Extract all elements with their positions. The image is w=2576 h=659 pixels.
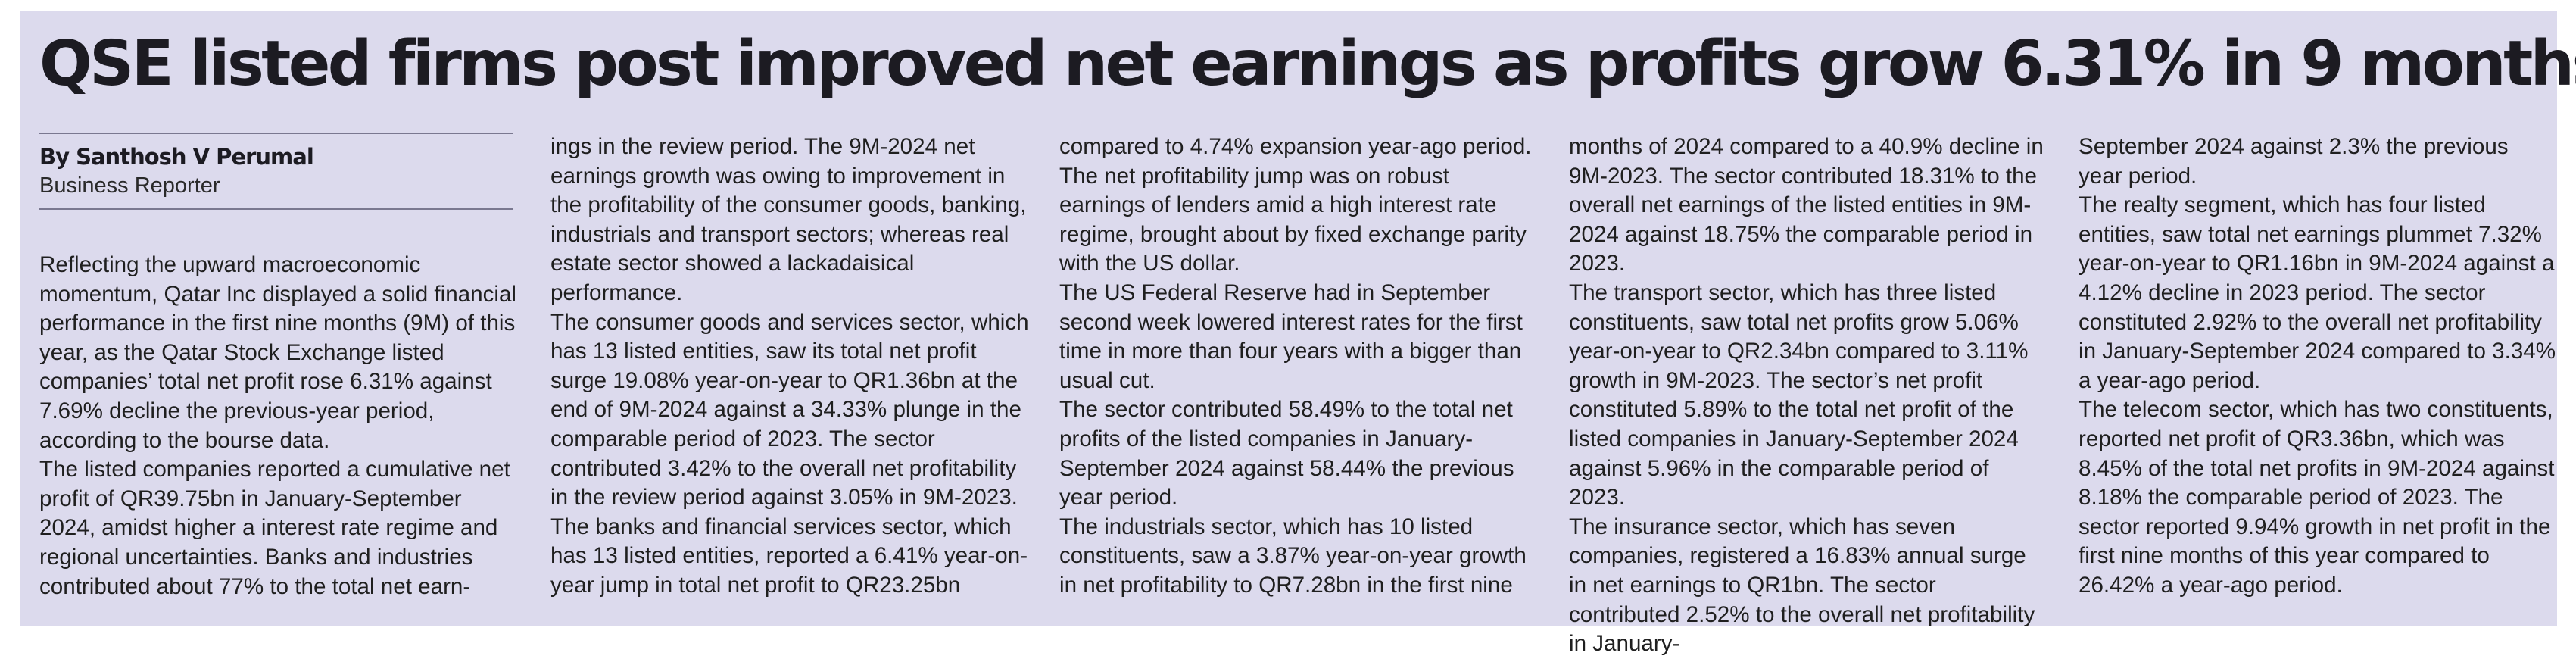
paragraph: The telecom sector, which has two consti… bbox=[2079, 397, 2555, 598]
paragraph: compared to 4.74% expansion year-ago per… bbox=[1059, 134, 1532, 276]
article-column-2: ings in the review period. The 9M-2024 n… bbox=[550, 133, 1029, 601]
article-column-4: months of 2024 compared to a 40.9% decli… bbox=[1569, 133, 2047, 659]
author-name: By Santhosh V Perumal bbox=[39, 144, 314, 170]
author-role: Business Reporter bbox=[39, 173, 220, 198]
paragraph: The realty segment, which has four liste… bbox=[2079, 192, 2556, 393]
paragraph: The US Federal Reserve had in September … bbox=[1059, 280, 1523, 393]
paragraph: The transport sector, which has three li… bbox=[1569, 280, 2029, 511]
paragraph: The listed companies reported a cumulati… bbox=[39, 457, 510, 599]
headline: QSE listed firms post improved net earni… bbox=[39, 28, 2576, 100]
paragraph: September 2024 against 2.3% the previous… bbox=[2079, 134, 2509, 189]
paragraph: The banks and financial services sector,… bbox=[550, 514, 1028, 598]
article-column-3: compared to 4.74% expansion year-ago per… bbox=[1059, 133, 1538, 601]
byline: By Santhosh V Perumal Business Reporter bbox=[39, 133, 513, 210]
paragraph: The insurance sector, which has seven co… bbox=[1569, 514, 2035, 657]
paragraph: Reflecting the upward macroeconomic mome… bbox=[39, 252, 516, 453]
paragraph: The sector contributed 58.49% to the tot… bbox=[1059, 397, 1514, 511]
article-panel: QSE listed firms post improved net earni… bbox=[20, 11, 2576, 656]
article-column-1: Reflecting the upward macroeconomic mome… bbox=[39, 251, 518, 601]
article-column-5: September 2024 against 2.3% the previous… bbox=[2079, 133, 2557, 601]
paragraph: The consumer goods and services sector, … bbox=[550, 309, 1029, 511]
paragraph: The industrials sector, which has 10 lis… bbox=[1059, 514, 1527, 598]
paragraph: months of 2024 compared to a 40.9% decli… bbox=[1569, 134, 2044, 276]
paragraph: ings in the review period. The 9M-2024 n… bbox=[550, 134, 1027, 305]
